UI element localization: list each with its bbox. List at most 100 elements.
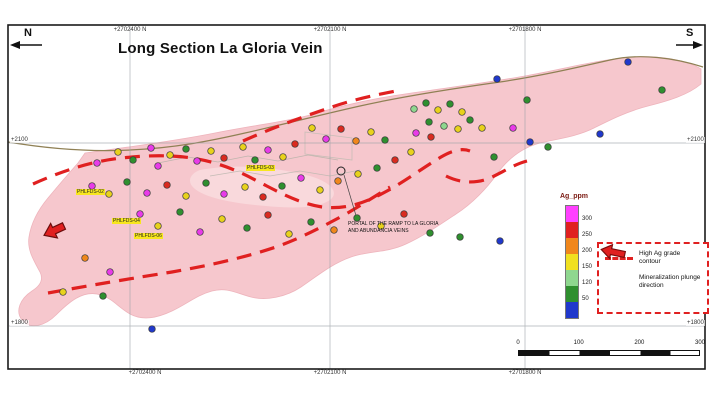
drillhole-dot [193, 157, 201, 165]
elev-label-right-2100: +2100 [686, 137, 705, 143]
drillhole-dot [105, 190, 113, 198]
drillhole-dot [154, 162, 162, 170]
drillhole-dot [456, 233, 464, 241]
plunge-arrow [43, 222, 67, 239]
ag-scale-block [566, 206, 578, 222]
scalebar-tick-label: 200 [634, 340, 645, 346]
portal-leader-line [343, 174, 358, 220]
south-label: S [686, 27, 694, 39]
grid-label-bottom-3: +2701800 N [508, 370, 542, 376]
drillhole-dot [114, 148, 122, 156]
drillhole-dot [454, 125, 462, 133]
drillhole-dot [129, 156, 137, 164]
grid-label-top-3: +2701800 N [508, 27, 542, 33]
drillhole-dot [526, 138, 534, 146]
ag-scale-block [566, 302, 578, 318]
workings-line [157, 154, 339, 164]
drillhole-dot [425, 118, 433, 126]
ag-scale-value: 120 [582, 280, 593, 286]
drillhole-dots [59, 58, 666, 333]
grid-label-top-2: +2702100 N [313, 27, 347, 33]
drillhole-dot [106, 268, 114, 276]
ag-color-bar [565, 205, 579, 319]
high-grade-contours [32, 89, 528, 295]
drillhole-dot [493, 75, 501, 83]
workings-outline [304, 131, 353, 161]
portal-annotation: PORTAL OF THE RAMP TO LA GLORIA AND ABUN… [348, 221, 439, 234]
drillhole-dot [410, 105, 418, 113]
ag-scale-value: 50 [582, 296, 589, 302]
vein-envelope [18, 56, 702, 327]
drillhole-dot [196, 228, 204, 236]
drillhole-label: PHLFDS-04 [112, 218, 141, 224]
drillhole-dot [354, 170, 362, 178]
drillhole-dot [352, 137, 360, 145]
drillhole-dot [307, 218, 315, 226]
drillhole-dot [264, 211, 272, 219]
drillhole-dot [466, 116, 474, 124]
grid-label-bottom-1: +2702400 N [128, 370, 162, 376]
drillhole-dot [544, 143, 552, 151]
drillhole-dot [407, 148, 415, 156]
drillhole-dot [337, 125, 345, 133]
legend-label-plunge: Mineralization plunge direction [639, 274, 701, 290]
drillhole-dot [243, 224, 251, 232]
drillhole-dot [658, 86, 666, 94]
drillhole-label: PHLFDS-06 [134, 233, 163, 239]
drillhole-dot [207, 147, 215, 155]
ag-scale-block [566, 254, 578, 270]
ag-scale-value: 150 [582, 264, 593, 270]
drillhole-dot [147, 144, 155, 152]
drillhole-dot [123, 178, 131, 186]
south-arrow-icon [676, 41, 703, 49]
drillhole-dot [285, 230, 293, 238]
grid-label-bottom-2: +2702100 N [313, 370, 347, 376]
drillhole-dot [297, 174, 305, 182]
scalebar: 0 100 200 300 [516, 340, 706, 360]
legend-row-contour: High Ag grade contour [604, 250, 703, 266]
scalebar-tick-label: 100 [573, 340, 584, 346]
drillhole-dot [202, 179, 210, 187]
drillhole-dot [478, 124, 486, 132]
drillhole-dot [59, 288, 67, 296]
drillhole-dot [239, 143, 247, 151]
drillhole-dot [182, 192, 190, 200]
drillhole-dot [278, 182, 286, 190]
drillhole-dot [377, 222, 385, 230]
drillhole-label: PHLFDS-03 [246, 165, 275, 171]
drillhole-dot [241, 183, 249, 191]
drillhole-dot [523, 96, 531, 104]
drillhole-dot [291, 140, 299, 148]
scalebar-tick-label: 300 [694, 340, 706, 346]
ag-scale-value: 300 [582, 216, 593, 222]
ag-scale-value: 250 [582, 232, 593, 238]
drillhole-dot [99, 292, 107, 300]
drillhole-dot [316, 186, 324, 194]
drillhole-dot [426, 229, 434, 237]
drillhole-dot [446, 100, 454, 108]
ag-legend-title: Ag_ppm [560, 193, 588, 200]
drillhole-dot [440, 122, 448, 130]
legend-label-contour: High Ag grade contour [639, 250, 681, 266]
drillhole-dot [218, 215, 226, 223]
drillhole-dot [427, 133, 435, 141]
drillhole-dot [93, 159, 101, 167]
workings-line [209, 169, 361, 177]
drillhole-dot [182, 145, 190, 153]
drillhole-dot [259, 193, 267, 201]
drillhole-dot [220, 190, 228, 198]
elev-label-right-1800: +1800 [686, 320, 705, 326]
drillhole-dot [367, 128, 375, 136]
drillhole-dot [176, 208, 184, 216]
drillhole-dot [496, 237, 504, 245]
drillhole-dot [391, 156, 399, 164]
north-label: N [24, 27, 32, 39]
drillhole-dot [422, 99, 430, 107]
grid-label-top-1: +2702400 N [113, 27, 147, 33]
drillhole-dot [220, 154, 228, 162]
legend-box: High Ag grade contour Mineralization plu… [597, 242, 709, 314]
ag-scale-block [566, 286, 578, 302]
ag-scale-value: 200 [582, 248, 593, 254]
page-title: Long Section La Gloria Vein [118, 40, 323, 57]
